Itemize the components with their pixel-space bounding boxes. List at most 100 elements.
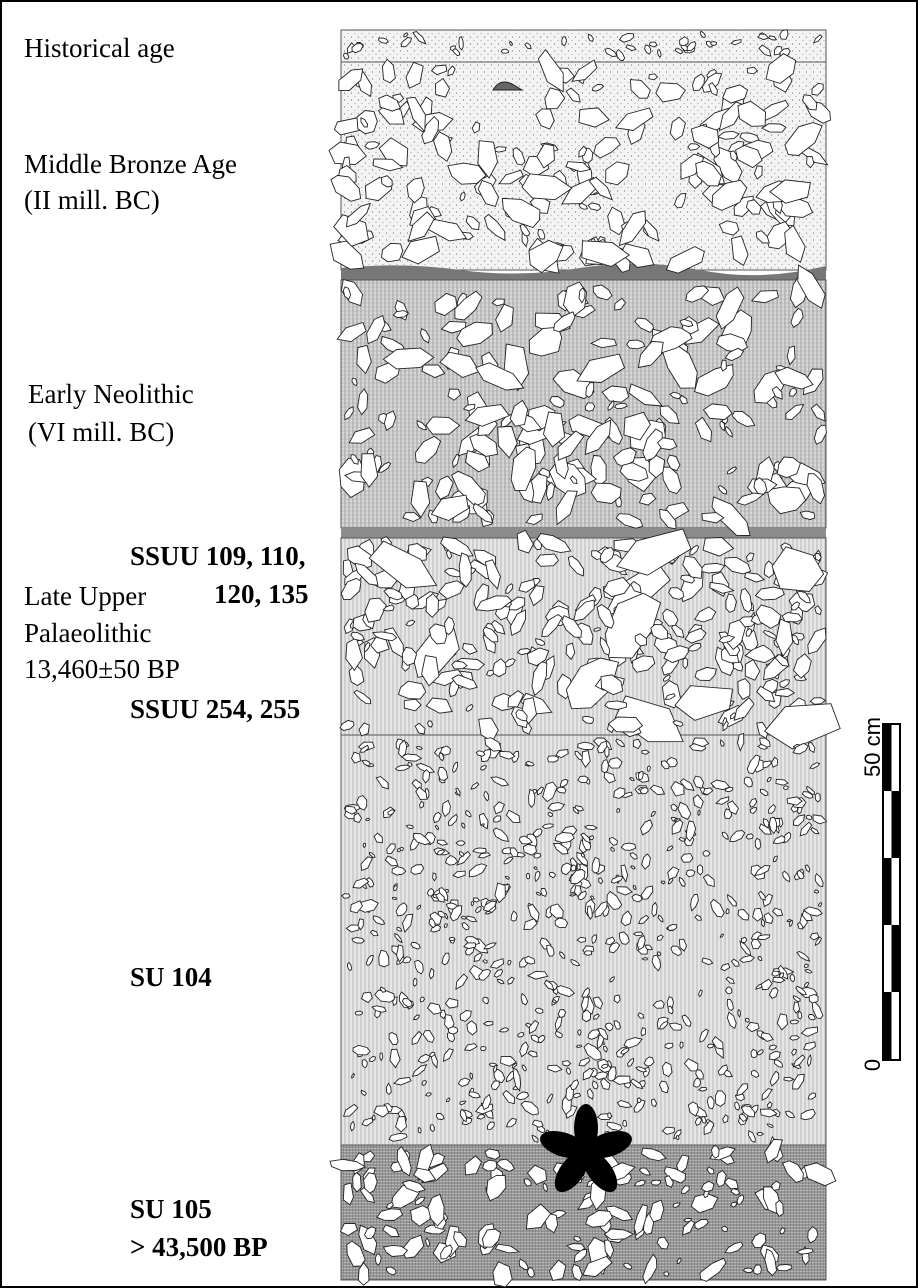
stone	[633, 1179, 647, 1187]
stone	[379, 986, 387, 993]
stone	[500, 48, 510, 54]
stone	[618, 931, 630, 945]
stone	[807, 1014, 816, 1021]
stone	[386, 1266, 397, 1276]
stone	[676, 1154, 690, 1176]
stone	[730, 712, 737, 720]
stone	[475, 750, 486, 757]
stone	[694, 1219, 709, 1230]
stone	[372, 158, 404, 172]
stone	[769, 1070, 780, 1087]
stone	[608, 836, 618, 846]
stone	[427, 1002, 442, 1015]
stone	[709, 581, 735, 594]
stone	[725, 986, 733, 995]
stone	[380, 175, 393, 188]
stone	[772, 835, 786, 845]
stone	[613, 1020, 622, 1030]
stone	[532, 828, 543, 838]
stone	[657, 914, 664, 923]
stone	[369, 929, 379, 937]
stone	[451, 674, 478, 690]
stone	[744, 658, 761, 681]
stone	[793, 1001, 801, 1014]
unit-label: SSUU 254, 255	[130, 694, 300, 724]
stone	[663, 1271, 670, 1277]
stone	[531, 1119, 544, 1128]
stone	[357, 918, 364, 931]
stone	[376, 1208, 404, 1221]
stone	[726, 466, 738, 475]
stone	[578, 107, 610, 128]
stone	[740, 936, 748, 944]
stone	[648, 73, 659, 81]
stone	[433, 131, 453, 162]
stone	[662, 674, 671, 682]
stone	[811, 82, 824, 96]
stone	[339, 1223, 358, 1237]
stone	[412, 30, 427, 45]
stone	[582, 1067, 595, 1081]
stone	[614, 107, 654, 131]
stone	[495, 1158, 516, 1173]
stone	[411, 1064, 428, 1077]
stone	[685, 820, 697, 842]
stone	[496, 979, 505, 985]
stone	[699, 30, 707, 38]
stone	[662, 1061, 673, 1078]
stone	[771, 970, 780, 977]
stone	[739, 940, 752, 957]
stone	[632, 738, 642, 750]
stone	[523, 918, 538, 930]
stone	[435, 1113, 445, 1121]
stone	[371, 1114, 376, 1121]
stone	[536, 786, 545, 796]
stone	[649, 784, 666, 796]
stone	[646, 765, 651, 773]
stone	[753, 477, 768, 496]
stone	[344, 406, 354, 421]
stone	[672, 1202, 681, 1208]
stone	[525, 760, 535, 767]
stone	[436, 839, 449, 846]
stone	[544, 87, 566, 110]
stone	[796, 951, 811, 962]
stone	[600, 1077, 611, 1090]
stone	[725, 976, 735, 984]
stone	[440, 320, 467, 334]
stone	[651, 954, 662, 972]
stone	[710, 779, 731, 791]
stone	[459, 1100, 467, 1106]
stone	[499, 750, 516, 760]
stone	[379, 1052, 384, 1062]
stone	[524, 42, 532, 50]
stone	[527, 647, 550, 667]
stone	[803, 963, 809, 969]
stone	[789, 973, 796, 983]
stone	[526, 1164, 547, 1185]
stone	[640, 787, 649, 795]
stone	[745, 833, 754, 840]
stone	[448, 936, 456, 942]
stone	[673, 193, 687, 209]
stone	[662, 608, 679, 627]
stone	[642, 1253, 658, 1285]
stone	[631, 893, 643, 903]
stone	[630, 580, 642, 594]
stone	[482, 900, 497, 912]
stone	[596, 603, 615, 629]
stone	[772, 907, 784, 917]
stone	[805, 814, 813, 820]
stone	[637, 771, 644, 781]
stone	[482, 1159, 498, 1172]
stone	[614, 297, 627, 311]
stone	[650, 811, 656, 818]
stone	[428, 623, 448, 645]
stone	[415, 745, 423, 750]
stone	[468, 863, 488, 878]
stone	[648, 41, 658, 48]
stone	[559, 951, 566, 960]
stone	[472, 897, 481, 903]
stone	[793, 814, 806, 827]
